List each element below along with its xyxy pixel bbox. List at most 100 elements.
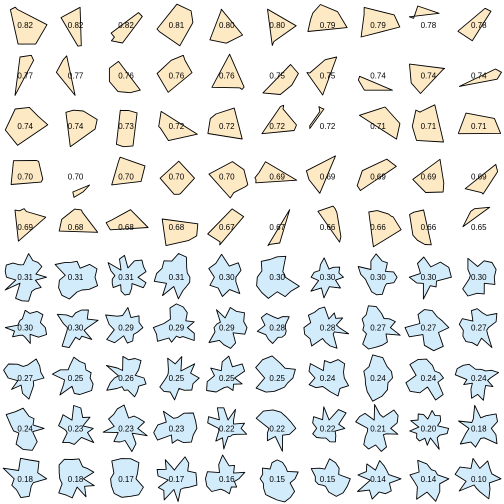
shape-score-label: 0.17 xyxy=(169,475,185,484)
shape-score-label: 0.25 xyxy=(169,374,185,383)
shape-cell: 0.80 xyxy=(209,8,244,44)
shape-score-label: 0.20 xyxy=(421,424,437,433)
shape-score-label: 0.69 xyxy=(370,172,386,181)
convex-polygon xyxy=(115,109,138,148)
jagged-polygon xyxy=(54,260,99,300)
shape-score-label: 0.69 xyxy=(269,172,285,181)
shape-score-label: 0.30 xyxy=(68,324,84,333)
shape-score-label: 0.23 xyxy=(118,424,134,433)
shape-cell: 0.25 xyxy=(255,355,296,393)
convex-polygon xyxy=(55,55,76,96)
convex-polygon xyxy=(65,109,98,148)
shape-score-label: 0.30 xyxy=(471,273,487,282)
shape-cell: 0.74 xyxy=(65,109,98,148)
convex-polygon xyxy=(207,107,243,140)
shape-score-label: 0.67 xyxy=(219,223,235,232)
convex-polygon xyxy=(111,156,146,186)
shape-cell: 0.31 xyxy=(153,253,191,300)
shape-score-label: 0.68 xyxy=(68,223,84,232)
shape-cell: 0.20 xyxy=(409,410,450,450)
shape-cell: 0.74 xyxy=(458,68,502,87)
shape-score-label: 0.82 xyxy=(17,21,33,30)
convex-polygon xyxy=(408,5,440,19)
convex-polygon xyxy=(457,7,492,42)
shape-cell: 0.10 xyxy=(454,457,502,500)
convex-polygon xyxy=(208,161,249,199)
shape-score-label: 0.25 xyxy=(219,374,235,383)
jagged-polygon xyxy=(458,404,498,448)
shape-cell: 0.73 xyxy=(115,109,138,148)
jagged-polygon xyxy=(310,257,344,299)
shape-score-label: 0.18 xyxy=(17,475,33,484)
shape-cell: 0.71 xyxy=(411,104,444,143)
shape-score-label: 0.75 xyxy=(269,72,285,81)
shape-score-label: 0.74 xyxy=(421,72,437,81)
jagged-polygon xyxy=(58,458,95,499)
shape-cell: 0.27 xyxy=(404,309,450,352)
shape-cell: 0.24 xyxy=(5,407,45,451)
jagged-polygon xyxy=(2,457,48,499)
shape-cell: 0.68 xyxy=(161,218,199,247)
shape-cell: 0.29 xyxy=(152,303,195,343)
shape-score-label: 0.27 xyxy=(421,324,437,333)
shape-cell: 0.24 xyxy=(454,363,500,401)
convex-polygon xyxy=(409,209,432,246)
shape-cell: 0.30 xyxy=(357,253,398,296)
jagged-polygon xyxy=(308,359,350,397)
shape-score-label: 0.30 xyxy=(370,273,386,282)
shape-cell: 0.28 xyxy=(303,306,350,349)
shape-cell: 0.23 xyxy=(58,405,95,445)
convex-polygon xyxy=(458,112,502,135)
shape-score-label: 0.28 xyxy=(269,324,285,333)
jagged-polygon xyxy=(355,404,399,452)
jagged-polygon xyxy=(107,254,147,296)
shape-score-label: 0.82 xyxy=(118,21,134,30)
shape-cell: 0.82 xyxy=(110,12,143,44)
jagged-polygon xyxy=(156,456,198,502)
shape-score-label: 0.76 xyxy=(169,72,185,81)
shape-score-label: 0.81 xyxy=(169,21,185,30)
shape-cell: 0.78 xyxy=(408,5,440,30)
convex-polygon xyxy=(110,12,143,44)
convex-polygon xyxy=(9,6,48,45)
shape-cell: 0.69 xyxy=(464,163,499,195)
jagged-polygon xyxy=(259,459,299,503)
jagged-polygon xyxy=(462,257,497,297)
convex-polygon xyxy=(411,104,444,143)
jagged-polygon xyxy=(405,358,444,401)
convex-polygon xyxy=(254,161,298,184)
convex-polygon xyxy=(4,106,49,146)
shape-cell: 0.70 xyxy=(208,161,249,199)
shape-score-label: 0.18 xyxy=(471,424,487,433)
jagged-polygon xyxy=(454,457,502,500)
shape-cell: 0.74 xyxy=(409,63,446,94)
jagged-polygon xyxy=(409,459,450,502)
shape-score-label: 0.31 xyxy=(169,273,185,282)
shape-cell: 0.68 xyxy=(58,208,99,233)
shape-cell: 0.72 xyxy=(207,107,243,140)
shape-score-label: 0.79 xyxy=(320,21,336,30)
shape-cell: 0.15 xyxy=(310,458,351,497)
shape-score-label: 0.72 xyxy=(169,122,185,131)
convex-polygon xyxy=(10,160,44,185)
shape-cell: 0.30 xyxy=(408,256,452,300)
shape-score-label: 0.30 xyxy=(269,273,285,282)
shape-score-label: 0.69 xyxy=(471,172,487,181)
shape-score-label: 0.16 xyxy=(219,475,235,484)
shape-score-label: 0.23 xyxy=(68,424,84,433)
shape-cell: 0.24 xyxy=(308,359,350,397)
shape-score-label: 0.25 xyxy=(269,374,285,383)
shape-cell: 0.31 xyxy=(107,254,147,296)
jagged-polygon xyxy=(454,363,500,401)
convex-polygon xyxy=(309,106,325,129)
convex-polygon xyxy=(209,8,244,44)
shape-cell: 0.22 xyxy=(207,407,248,450)
shape-score-label: 0.66 xyxy=(320,223,336,232)
shape-score-label: 0.76 xyxy=(219,72,235,81)
shape-cell: 0.77 xyxy=(55,55,84,96)
shape-score-label: 0.18 xyxy=(68,475,84,484)
convex-polygon xyxy=(357,75,393,91)
shape-cell: 0.27 xyxy=(361,305,401,350)
jagged-polygon xyxy=(208,253,242,297)
shape-cell: 0.78 xyxy=(457,7,492,42)
